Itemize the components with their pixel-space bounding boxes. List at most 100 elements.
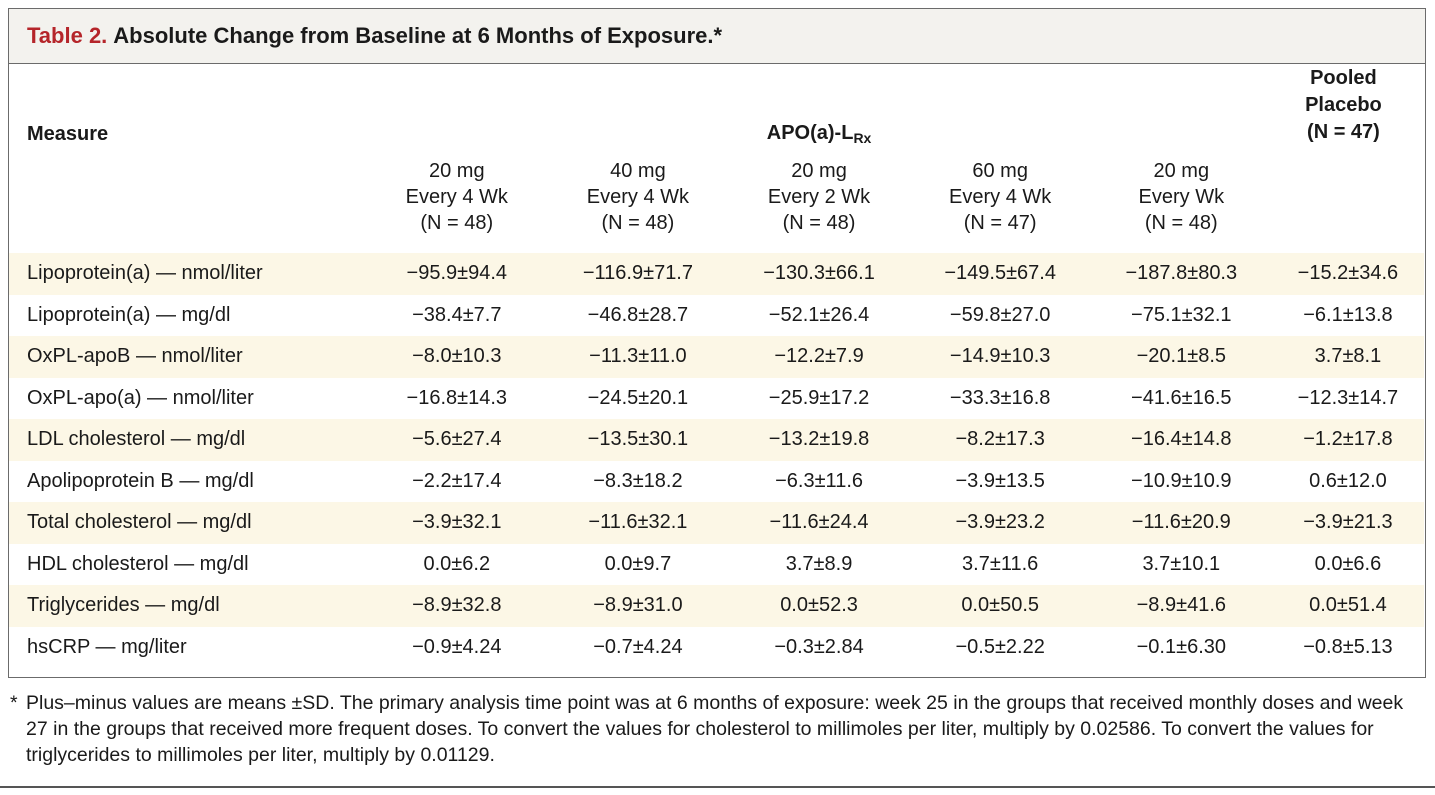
value-cell: −8.0±10.3 <box>366 336 548 378</box>
table-container: Table 2. Absolute Change from Baseline a… <box>8 8 1426 678</box>
value-cell: −2.2±17.4 <box>412 469 502 492</box>
table-title: Absolute Change from Baseline at 6 Month… <box>113 23 723 48</box>
placebo-value-cell: −0.8±5.13 <box>1303 635 1393 658</box>
value-cell: −3.9±23.2 <box>909 502 1091 544</box>
value-cell: −11.6±20.9 <box>1090 502 1272 544</box>
value-cell: −16.4±14.8 <box>1090 419 1272 461</box>
value-cell: 3.7±10.1 <box>1142 552 1221 575</box>
value-cell: −8.9±32.8 <box>366 585 548 627</box>
row-measure-label: OxPL-apo(a) — nmol/liter <box>27 386 254 409</box>
value-cell: −3.9±32.1 <box>366 502 548 544</box>
value-cell: −130.3±66.1 <box>728 253 910 295</box>
header-row-doses: 20 mg Every 4 Wk (N = 48) 40 mg Every 4 Wk(… <box>9 156 1424 253</box>
table-row: Triglycerides — mg/dl −8.9±32.8 −8.9±31.0 0… <box>9 585 1424 627</box>
dose-column-header: 20 mg Every 2 Wk (N = 48) <box>767 160 871 234</box>
placebo-column-header: Pooled Placebo (N = 47) <box>1272 64 1424 156</box>
data-table: Measure APO(a)-LRx Pooled Placebo (N = 4… <box>9 64 1424 668</box>
placebo-value-cell: 0.0±6.6 <box>1314 552 1382 575</box>
value-cell: −8.9±31.0 <box>547 585 729 627</box>
dose-column-header: 20 mg Every 4 Wk (N = 48) <box>405 160 508 234</box>
value-cell: −0.9±4.24 <box>412 635 502 658</box>
value-cell: −24.5±20.1 <box>587 386 689 409</box>
footnote-mark: * <box>10 692 18 714</box>
placebo-header-line2: (N = 47) <box>1307 121 1380 143</box>
row-measure-label: Total cholesterol — mg/dl <box>9 502 367 544</box>
placebo-value-cell: −15.2±34.6 <box>1271 253 1424 295</box>
dose-column-header: 60 mg Every 4 Wk (N = 47) <box>949 160 1052 234</box>
value-cell: −0.5±2.22 <box>955 635 1045 658</box>
placebo-header-line1: Pooled Placebo <box>1305 67 1382 116</box>
value-cell: −14.9±10.3 <box>909 336 1091 378</box>
value-cell: 0.0±50.5 <box>909 585 1091 627</box>
measure-column-header: Measure <box>27 123 109 145</box>
value-cell: −75.1±32.1 <box>1131 303 1232 326</box>
table-title-bar: Table 2. Absolute Change from Baseline a… <box>9 9 1425 64</box>
value-cell: −25.9±17.2 <box>768 386 870 409</box>
value-cell: −5.6±27.4 <box>366 419 548 461</box>
table-row: HDL cholesterol — mg/dl 0.0±6.2 0.0±9.7 3.7… <box>9 544 1424 586</box>
value-cell: 3.7±11.6 <box>962 552 1039 575</box>
empty-header-cell <box>9 156 366 253</box>
value-cell: 0.0±9.7 <box>604 552 672 575</box>
placebo-value-cell: −6.1±13.8 <box>1303 303 1393 326</box>
placebo-value-cell: −12.3±14.7 <box>1297 386 1399 409</box>
empty-header-cell <box>1272 156 1424 253</box>
value-cell: −6.3±11.6 <box>775 469 863 492</box>
row-measure-label: Apolipoprotein B — mg/dl <box>27 469 254 492</box>
header-row-groups: Measure APO(a)-LRx Pooled Placebo (N = 4… <box>9 64 1424 156</box>
value-cell: −3.9±13.5 <box>955 469 1045 492</box>
table-row: Lipoprotein(a) — mg/dl −38.4±7.7 −46.8±28.… <box>9 295 1424 337</box>
value-cell: −41.6±16.5 <box>1131 386 1232 409</box>
value-cell: −11.3±11.0 <box>547 336 729 378</box>
row-measure-label: OxPL-apoB — nmol/liter <box>9 336 367 378</box>
row-measure-label: Lipoprotein(a) — mg/dl <box>27 303 231 326</box>
value-cell: −95.9±94.4 <box>366 253 548 295</box>
value-cell: −13.5±30.1 <box>547 419 729 461</box>
value-cell: −11.6±24.4 <box>728 502 910 544</box>
value-cell: −8.3±18.2 <box>593 469 683 492</box>
table-body: Lipoprotein(a) — nmol/liter −95.9±94.4 −11… <box>9 253 1424 668</box>
value-cell: −0.1±6.30 <box>1136 635 1226 658</box>
value-cell: −8.2±17.3 <box>909 419 1091 461</box>
value-cell: −0.7±4.24 <box>593 635 683 658</box>
value-cell: −33.3±16.8 <box>949 386 1051 409</box>
table-row: OxPL-apoB — nmol/liter −8.0±10.3 −11.3±11.… <box>9 336 1424 378</box>
table-row: hsCRP — mg/liter −0.9±4.24 −0.7±4.24 −0.3±2… <box>9 627 1424 669</box>
row-measure-label: Lipoprotein(a) — nmol/liter <box>9 253 367 295</box>
placebo-value-cell: 0.0±51.4 <box>1271 585 1424 627</box>
value-cell: −0.3±2.84 <box>774 635 864 658</box>
placebo-value-cell: 3.7±8.1 <box>1271 336 1424 378</box>
value-cell: 0.0±52.3 <box>728 585 910 627</box>
value-cell: −8.9±41.6 <box>1090 585 1272 627</box>
value-cell: 0.0±6.2 <box>423 552 491 575</box>
value-cell: −149.5±67.4 <box>909 253 1091 295</box>
value-cell: −16.8±14.3 <box>406 386 508 409</box>
dose-column-header: 20 mg Every Wk (N = 48) <box>1138 160 1225 234</box>
table-row: Lipoprotein(a) — nmol/liter −95.9±94.4 −11… <box>9 253 1424 295</box>
value-cell: −52.1±26.4 <box>768 303 870 326</box>
value-cell: −116.9±71.7 <box>547 253 729 295</box>
table-footnote: * Plus–minus values are means ±SD. The p… <box>10 690 1420 768</box>
placebo-value-cell: 0.6±12.0 <box>1309 469 1387 492</box>
table-row: LDL cholesterol — mg/dl −5.6±27.4 −13.5±30… <box>9 419 1424 461</box>
row-measure-label: HDL cholesterol — mg/dl <box>27 552 249 575</box>
footnote-text: Plus–minus values are means ±SD. The pri… <box>26 692 1404 766</box>
value-cell: −46.8±28.7 <box>587 303 689 326</box>
value-cell: −13.2±19.8 <box>728 419 910 461</box>
value-cell: −11.6±32.1 <box>547 502 729 544</box>
row-measure-label: hsCRP — mg/liter <box>27 635 187 658</box>
value-cell: −187.8±80.3 <box>1090 253 1272 295</box>
table-row: OxPL-apo(a) — nmol/liter −16.8±14.3 −24.5±… <box>9 378 1424 420</box>
row-measure-label: Triglycerides — mg/dl <box>9 585 367 627</box>
value-cell: 3.7±8.9 <box>785 552 853 575</box>
dose-column-header: 40 mg Every 4 Wk (N = 48) <box>586 160 690 234</box>
value-cell: −10.9±10.9 <box>1131 469 1232 492</box>
value-cell: −12.2±7.9 <box>728 336 910 378</box>
drug-group-header: APO(a)-LRx <box>766 122 872 146</box>
row-measure-label: LDL cholesterol — mg/dl <box>9 419 367 461</box>
table-number: Table 2. <box>27 23 108 48</box>
value-cell: −59.8±27.0 <box>949 303 1051 326</box>
placebo-value-cell: −3.9±21.3 <box>1271 502 1424 544</box>
value-cell: −38.4±7.7 <box>412 303 502 326</box>
bottom-divider <box>0 786 1435 788</box>
